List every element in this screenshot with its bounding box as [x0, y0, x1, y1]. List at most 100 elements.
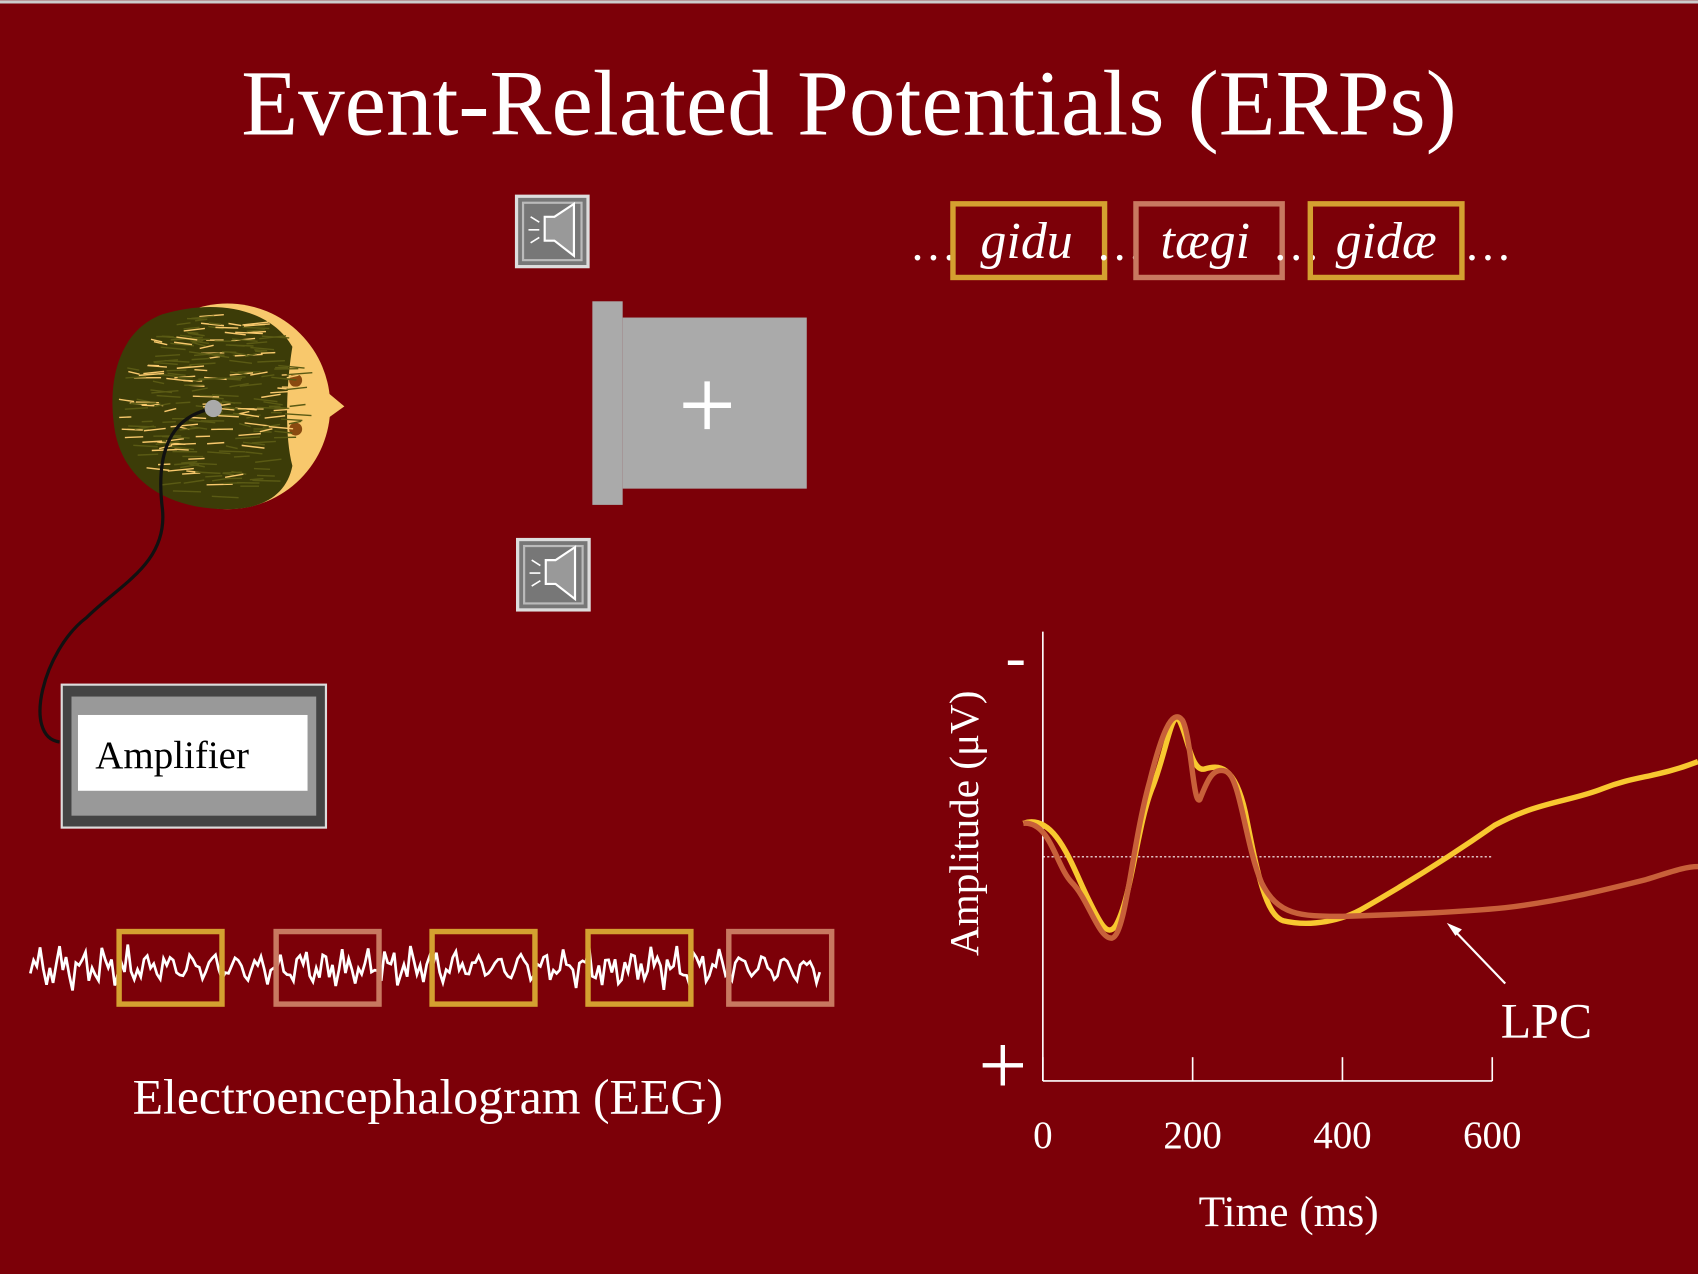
hair-strand [206, 483, 233, 486]
top-border [0, 0, 1698, 4]
hair-strand [262, 423, 281, 428]
hair-strand [271, 376, 297, 381]
hair-strand [239, 412, 260, 418]
hair-strand [281, 418, 303, 422]
hair-strand [274, 430, 293, 434]
word-box [950, 201, 1108, 281]
hair-strand [255, 458, 282, 463]
y-top-label: - [1006, 624, 1026, 691]
hair-strand [242, 321, 269, 326]
hair-strand [259, 335, 287, 340]
epoch-box [429, 928, 538, 1007]
erp-chart: - + Amplitude (μV) Time (ms) LPC 0 200 400… [941, 624, 1698, 1236]
hair-strand [137, 453, 159, 456]
hair-strand [286, 374, 299, 379]
hair-strand [124, 407, 149, 410]
hair-strand [191, 315, 215, 320]
hair-strand [155, 353, 181, 358]
hair-strand [183, 327, 205, 332]
x-tick-label: 600 [1463, 1114, 1521, 1157]
word-box [1133, 201, 1285, 281]
hair-strand [191, 387, 208, 392]
hair-strand [176, 336, 198, 341]
hair-strand [268, 425, 294, 430]
hair-strand [242, 326, 270, 330]
hair-strand [134, 425, 155, 430]
hair-strand [235, 436, 261, 440]
hair-strand [170, 423, 199, 428]
hair-strand [208, 355, 221, 359]
hair-strand [261, 374, 275, 378]
hair-strand [261, 393, 281, 399]
hair-strand [153, 340, 168, 346]
hair-strand [189, 362, 216, 366]
hair-strand [162, 420, 176, 424]
hair-strand [205, 475, 223, 478]
hair-strand [176, 322, 191, 326]
hair-strand [229, 344, 245, 347]
y-axis-label: Amplitude (μV) [941, 691, 988, 956]
epoch-box [273, 928, 382, 1007]
hair-strand [229, 359, 253, 364]
hair-strand [130, 402, 157, 405]
hair-strand [253, 398, 278, 403]
hair-strand [133, 444, 158, 448]
annotation-arrow [1452, 928, 1507, 985]
hair-strand [238, 422, 251, 428]
hair-strand [119, 416, 132, 419]
hair-strand [259, 428, 273, 433]
ellipsis: … [910, 219, 958, 271]
hair-strand [263, 401, 283, 406]
hair-strand [257, 359, 285, 363]
hair-strand [256, 406, 285, 410]
hair-strand [244, 352, 258, 358]
hair-strand [246, 329, 265, 333]
hair-strand [246, 341, 268, 345]
annotation: LPC [1501, 994, 1592, 1049]
hair-strand [250, 371, 268, 376]
hair-strand [124, 436, 144, 439]
hair-strand [161, 435, 190, 439]
speaker-top [514, 194, 590, 269]
hair-strand [143, 427, 166, 432]
hair-strand [153, 361, 178, 366]
hair-strand [243, 323, 270, 327]
electrode [204, 399, 222, 418]
hair-strand [198, 377, 225, 380]
hair-strand [288, 420, 302, 425]
hair-strand [160, 441, 186, 445]
hair-strand [186, 317, 208, 320]
hair-strand [260, 351, 276, 355]
arrow-head [1446, 922, 1462, 936]
hair-strand [231, 338, 258, 342]
hair-strand [183, 479, 205, 484]
hair-strand [229, 371, 248, 376]
hair-strand [284, 413, 312, 417]
slide-title: Event-Related Potentials (ERPs) [241, 53, 1457, 156]
monitor [592, 301, 807, 505]
hair-strand [256, 474, 275, 477]
hair-strand [264, 415, 286, 419]
hair-strand [167, 372, 186, 377]
hair-strand [250, 346, 275, 351]
hair-strand [207, 451, 231, 455]
hair-strand [229, 382, 249, 388]
amplifier-label: Amplifier [95, 734, 249, 777]
hair-strand [171, 446, 195, 451]
hair-strand [245, 451, 263, 455]
hair-strand [192, 395, 220, 398]
epoch-box [116, 928, 225, 1007]
hair-strand [190, 340, 209, 345]
hair-strand [199, 344, 214, 350]
hair-strand [166, 369, 187, 372]
hair-strand [222, 400, 236, 404]
x-tick-label: 0 [1033, 1114, 1052, 1157]
erp-curve [1023, 714, 1698, 941]
amplifier: Amplifier [60, 683, 328, 829]
x-tick-label: 400 [1313, 1114, 1371, 1157]
hair-strand [199, 314, 224, 318]
hair-strand [244, 422, 270, 427]
hair-strand [218, 415, 239, 418]
hair-strand [150, 338, 163, 343]
